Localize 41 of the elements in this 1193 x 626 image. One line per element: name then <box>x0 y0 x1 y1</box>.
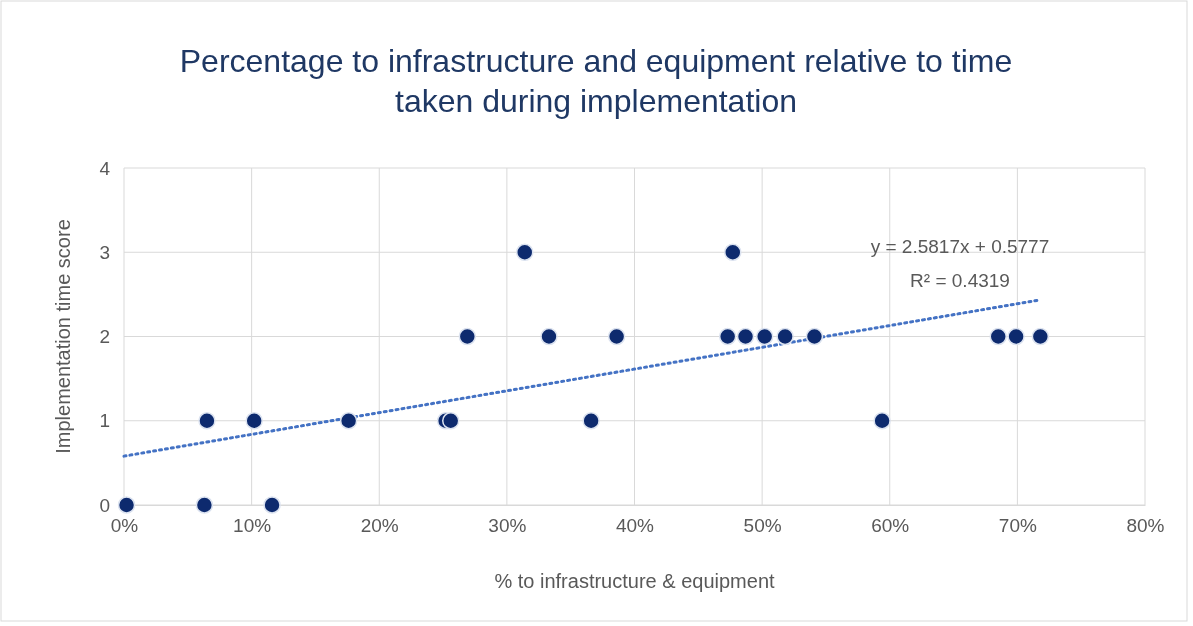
point <box>195 496 214 514</box>
annotation: y = 2.5817x + 0.5777 <box>870 236 1050 257</box>
point <box>755 327 774 346</box>
x-tick-label: 60% <box>871 515 910 537</box>
chart-title: Percentage to infrastructure and equipment relative to time taken during implementation <box>179 43 1013 119</box>
point <box>736 327 755 346</box>
point <box>516 243 534 261</box>
y-tick-label: 2 <box>99 326 110 348</box>
x-tick-label: 10% <box>233 515 272 537</box>
y-tick-label: 3 <box>99 241 110 263</box>
point <box>339 412 358 430</box>
point <box>607 327 626 346</box>
point <box>873 412 891 430</box>
point <box>441 412 460 430</box>
point <box>263 496 281 514</box>
y-axis-title: Implementation time score <box>52 219 74 454</box>
point <box>582 412 600 430</box>
x-tick-label: 0% <box>110 515 139 537</box>
point <box>540 327 558 346</box>
x-tick-label: 80% <box>1126 515 1165 537</box>
point <box>718 327 737 346</box>
point <box>1031 327 1050 346</box>
point <box>805 327 824 346</box>
point <box>117 496 136 514</box>
point <box>989 327 1007 346</box>
y-tick-label: 1 <box>99 410 110 432</box>
point <box>1007 327 1025 346</box>
y-tick-label: 0 <box>99 494 110 516</box>
x-tick-label: 40% <box>615 515 655 537</box>
point <box>245 412 263 430</box>
annotation: R² = 0.4319 <box>910 270 1010 291</box>
x-tick-label: 50% <box>743 515 782 537</box>
x-tick-label: 30% <box>488 515 527 537</box>
point <box>458 327 477 346</box>
y-tick-label: 4 <box>99 157 111 179</box>
x-axis-title: % to infrastructure & equipment <box>494 570 776 592</box>
x-tick-label: 70% <box>998 515 1037 537</box>
point <box>776 327 794 346</box>
point <box>198 412 216 430</box>
point <box>724 243 742 261</box>
x-tick-label: 20% <box>360 515 399 537</box>
